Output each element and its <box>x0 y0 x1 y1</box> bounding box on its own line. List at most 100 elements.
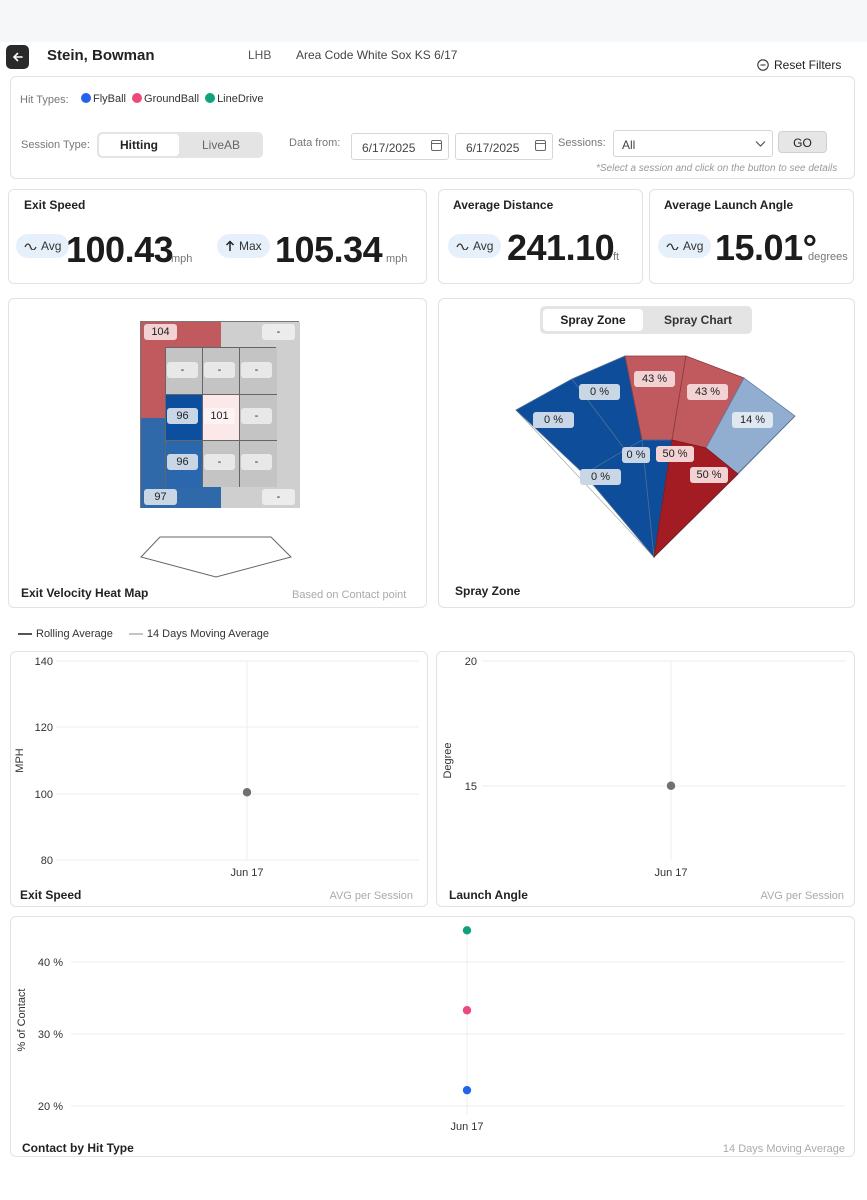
session-type-liveab[interactable]: LiveAB <box>201 138 241 152</box>
exit-speed-max-pill: Max <box>217 234 270 258</box>
heat-value: 104 <box>144 324 177 340</box>
exit-speed-card <box>8 189 427 284</box>
spray-value: 50 % <box>656 446 694 462</box>
sessions-select[interactable]: All <box>613 130 773 157</box>
distance-card <box>438 189 643 284</box>
heat-value: - <box>204 362 235 378</box>
reset-filters-label: Reset Filters <box>774 58 842 72</box>
data-point[interactable] <box>242 788 252 797</box>
y-tick-label: 30 % <box>38 1029 63 1041</box>
heat-map-title: Exit Velocity Heat Map <box>21 586 149 600</box>
launch-angle-chart-card: 20 15 Jun 17 Degree Launch Angle AVG per Sess… <box>436 651 855 907</box>
event-name: Area Code White Sox KS 6/17 <box>296 48 458 62</box>
distance-unit: ft <box>613 251 620 263</box>
launch-angle-unit: degrees <box>808 251 848 263</box>
tab-spray-zone[interactable]: Spray Zone <box>543 309 643 331</box>
y-tick-label: 120 <box>35 722 53 734</box>
x-tick-label: Jun 17 <box>654 867 687 879</box>
exit-speed-max-unit: mph <box>386 253 408 265</box>
spray-value: 0 % <box>622 447 650 463</box>
reset-filters-button[interactable]: Reset Filters <box>757 58 841 72</box>
launch-angle-value: 15.01° <box>715 227 817 268</box>
launch-angle-avg-pill: Avg <box>658 234 712 258</box>
heat-map-note: Based on Contact point <box>292 589 407 601</box>
launch-angle-title: Average Launch Angle <box>664 198 794 212</box>
y-tick-label: 40 % <box>38 957 63 969</box>
hit-type-groundball[interactable]: GroundBall <box>132 93 199 105</box>
exit-speed-max-value: 105.34 <box>275 229 383 270</box>
chevron-down-icon <box>755 141 766 147</box>
exit-speed-avg-value: 100.43 <box>66 229 174 270</box>
arrow-up-icon <box>225 240 235 251</box>
contact-chart-card: 40 % 30 % 20 % Jun 17 % of Contact Contact by… <box>10 916 855 1157</box>
spray-value: 43 % <box>687 384 728 400</box>
minus-circle-icon <box>757 59 769 71</box>
date-from-input[interactable]: 6/17/2025 <box>351 133 449 160</box>
y-tick-label: 20 <box>465 656 477 668</box>
data-point[interactable] <box>462 1085 472 1095</box>
tab-spray-chart[interactable]: Spray Chart <box>663 313 733 327</box>
groundball-dot-icon <box>132 93 143 103</box>
spray-title: Spray Zone <box>455 584 521 598</box>
light-line-icon <box>128 633 143 635</box>
heat-value: - <box>167 362 198 378</box>
hit-type-linedrive[interactable]: LineDrive <box>205 93 264 105</box>
heat-value: - <box>262 489 295 505</box>
hit-type-flyball[interactable]: FlyBall <box>81 93 126 105</box>
y-tick-label: 80 <box>41 855 53 867</box>
legend-14-day-average[interactable]: 14 Days Moving Average <box>128 628 269 640</box>
spray-value: 50 % <box>690 467 728 483</box>
legend-rolling-average[interactable]: Rolling Average <box>18 628 113 640</box>
wave-icon <box>24 243 37 250</box>
spray-tabs: Spray Zone Spray Chart <box>540 306 752 334</box>
chart-note: AVG per Session <box>329 890 413 902</box>
calendar-icon <box>431 140 442 151</box>
hit-types-label: Hit Types: <box>20 94 69 106</box>
sessions-value: All <box>622 138 636 152</box>
y-tick-label: 15 <box>465 781 477 793</box>
y-tick-label: 20 % <box>38 1101 63 1113</box>
sessions-label: Sessions: <box>558 137 606 149</box>
back-button[interactable] <box>6 45 29 69</box>
trend-legend: Rolling Average 14 Days Moving Average <box>18 628 269 640</box>
wave-icon <box>456 243 469 250</box>
wave-icon <box>666 243 679 250</box>
chart-title: Contact by Hit Type <box>22 1141 134 1155</box>
chart-note: AVG per Session <box>760 890 844 902</box>
distance-title: Average Distance <box>453 198 554 212</box>
filter-panel <box>10 76 855 179</box>
x-tick-label: Jun 17 <box>230 867 263 879</box>
arrow-left-icon <box>12 52 23 62</box>
contact-chart: 40 % 30 % 20 % Jun 17 % of Contact Contact by… <box>16 926 845 1155</box>
heat-value: 96 <box>167 408 198 424</box>
home-plate-icon <box>140 536 292 578</box>
chart-title: Launch Angle <box>449 888 528 902</box>
date-to-input[interactable]: 6/17/2025 <box>455 133 553 160</box>
heat-value: - <box>241 408 272 424</box>
exit-speed-chart-card: 140 120 100 80 Jun 17 MPH Exit Speed AVG per Se… <box>10 651 428 907</box>
heat-map-grid: 104 - - - - 96 101 - 96 - - 97 - <box>140 321 300 508</box>
heat-value: - <box>204 454 235 470</box>
date-to-value: 6/17/2025 <box>466 141 520 155</box>
launch-angle-chart: 20 15 Jun 17 Degree Launch Angle AVG per Sess… <box>442 656 846 902</box>
go-button[interactable]: GO <box>778 131 827 153</box>
data-point[interactable] <box>666 781 676 790</box>
hit-type-legend: FlyBall GroundBall LineDrive <box>81 93 264 105</box>
session-hint: *Select a session and click on the butto… <box>596 163 838 174</box>
heat-value: - <box>241 362 272 378</box>
session-type-hitting[interactable]: Hitting <box>99 134 179 156</box>
heat-value: 96 <box>167 454 198 470</box>
data-point[interactable] <box>462 1006 472 1015</box>
session-type-toggle: Hitting LiveAB <box>97 132 263 158</box>
data-point[interactable] <box>462 926 472 935</box>
dark-line-icon <box>18 633 32 635</box>
x-tick-label: Jun 17 <box>450 1121 483 1133</box>
data-from-label: Data from: <box>289 137 341 149</box>
chart-title: Exit Speed <box>20 888 81 902</box>
foul-lines <box>515 409 796 558</box>
spray-value: 14 % <box>732 412 773 428</box>
exit-speed-title: Exit Speed <box>24 198 86 212</box>
heat-value: 101 <box>204 408 235 424</box>
chart-note: 14 Days Moving Average <box>723 1143 845 1155</box>
date-from-value: 6/17/2025 <box>362 141 416 155</box>
